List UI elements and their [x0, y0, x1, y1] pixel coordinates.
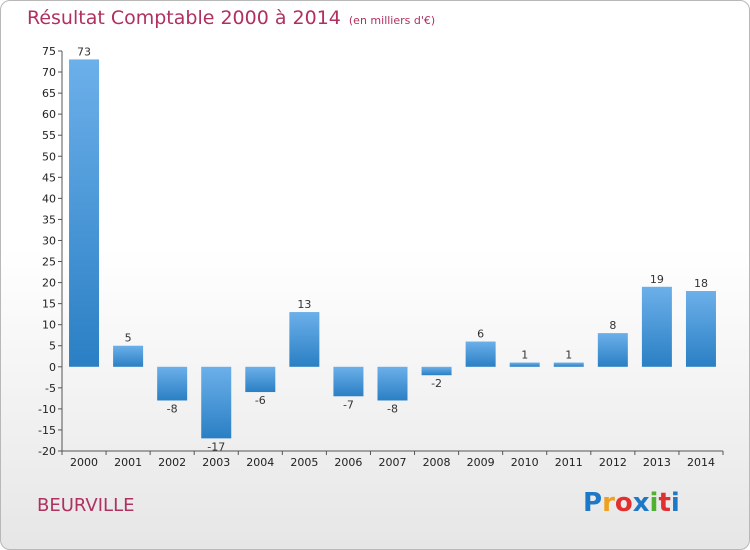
bar-2007 — [377, 366, 408, 401]
logo-letter: P — [583, 488, 603, 518]
x-tick-label: 2005 — [290, 456, 318, 469]
x-tick-label: 2012 — [599, 456, 627, 469]
y-tick-label: 65 — [42, 87, 56, 100]
data-label-2012: 8 — [609, 319, 616, 332]
bar-2009 — [465, 341, 496, 367]
data-label-2004: -6 — [255, 394, 266, 407]
y-tick-label: 50 — [42, 150, 56, 163]
logo-letter: o — [614, 488, 633, 518]
x-tick-label: 2000 — [70, 456, 98, 469]
x-tick-label: 2009 — [467, 456, 495, 469]
y-tick-label: 40 — [42, 192, 56, 205]
bar-2002 — [157, 366, 188, 401]
logo-letter: t — [658, 488, 671, 518]
data-label-2014: 18 — [694, 277, 708, 290]
data-label-2005: 13 — [297, 298, 311, 311]
y-tick-label: -10 — [38, 403, 56, 416]
y-tick-label: 20 — [42, 277, 56, 290]
data-label-2002: -8 — [167, 402, 178, 415]
data-label-2009: 6 — [477, 328, 484, 341]
x-tick-label: 2013 — [643, 456, 671, 469]
x-tick-label: 2010 — [511, 456, 539, 469]
y-axis-ticks: -20 -15 -10 -5 0 5 10 15 20 25 30 35 40 45 50 55 60 65 70 7… — [38, 45, 62, 458]
data-label-2001: 5 — [125, 332, 132, 345]
y-tick-label: 35 — [42, 213, 56, 226]
x-tick-label: 2007 — [379, 456, 407, 469]
y-tick-label: -5 — [45, 382, 56, 395]
chart-title: Résultat Comptable 2000 à 2014 (en millie… — [27, 7, 435, 29]
y-tick-label: 25 — [42, 256, 56, 269]
data-label-2003: -17 — [207, 440, 225, 453]
x-tick-label: 2014 — [687, 456, 715, 469]
proxiti-logo: Proxiti — [583, 488, 680, 518]
logo-letter: x — [632, 488, 650, 518]
data-label-2006: -7 — [343, 398, 354, 411]
x-tick-label: 2002 — [158, 456, 186, 469]
bar-2011 — [553, 362, 584, 367]
x-tick-label: 2001 — [114, 456, 142, 469]
y-tick-label: 60 — [42, 108, 56, 121]
bar-2013 — [641, 286, 672, 367]
y-tick-label: -15 — [38, 424, 56, 437]
bar-2014 — [685, 291, 716, 367]
data-label-2000: 73 — [77, 45, 91, 58]
data-label-2008: -2 — [431, 377, 442, 390]
bar-2004 — [245, 366, 276, 393]
y-tick-label: 10 — [42, 319, 56, 332]
bar-2001 — [113, 345, 144, 367]
y-tick-label: 45 — [42, 171, 56, 184]
chart-subtitle: (en milliers d'€) — [348, 14, 436, 27]
x-tick-label: 2004 — [246, 456, 274, 469]
bar-2006 — [333, 366, 364, 397]
bar-2008 — [421, 366, 452, 376]
data-label-2013: 19 — [650, 273, 664, 286]
x-tick-label: 2006 — [334, 456, 362, 469]
x-axis-ticks: 2000 2001 2002 2003 2004 2005 2006 2007 2008 2009… — [61, 451, 724, 469]
bar-2003 — [201, 366, 232, 439]
x-tick-label: 2003 — [202, 456, 230, 469]
logo-letter: r — [602, 488, 615, 518]
y-tick-label: -20 — [38, 445, 56, 458]
y-tick-label: 70 — [42, 66, 56, 79]
y-tick-label: 30 — [42, 234, 56, 247]
x-tick-label: 2011 — [555, 456, 583, 469]
town-name: BEURVILLE — [37, 495, 135, 516]
bar-2012 — [597, 333, 628, 367]
data-label-2007: -8 — [387, 402, 398, 415]
y-tick-label: 15 — [42, 298, 56, 311]
logo-letter: i — [649, 488, 659, 518]
y-tick-label: 0 — [49, 361, 56, 374]
data-label-2010: 1 — [521, 349, 528, 362]
x-tick-label: 2008 — [423, 456, 451, 469]
bar-2010 — [509, 362, 540, 367]
bar-2000 — [69, 59, 100, 367]
title-text: Résultat Comptable 2000 à 2014 — [27, 7, 341, 29]
bar-2005 — [289, 312, 320, 367]
logo-letter: i — [670, 488, 680, 518]
data-label-2011: 1 — [565, 349, 572, 362]
y-tick-label: 75 — [42, 45, 56, 58]
y-tick-label: 5 — [49, 340, 56, 353]
y-tick-label: 55 — [42, 129, 56, 142]
